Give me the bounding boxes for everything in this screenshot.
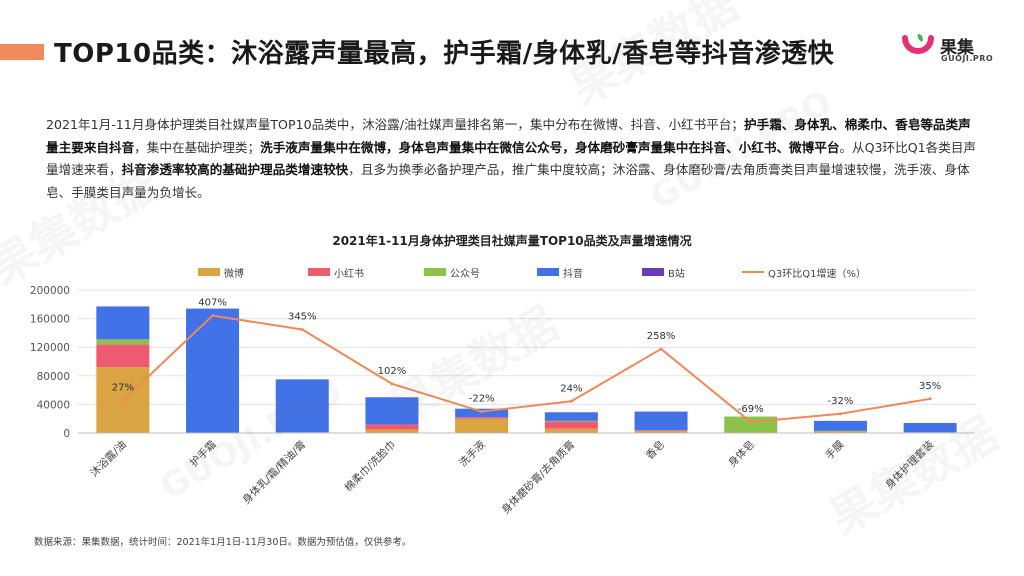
growth-rate-label: 102% xyxy=(378,366,407,377)
summary-paragraph: 2021年1月-11月身体护理类目社媒声量TOP10品类中，沐浴露/油社媒声量排… xyxy=(46,114,982,204)
legend-douyin: 抖音 xyxy=(537,264,583,280)
bar-segment xyxy=(813,430,867,432)
y-tick-label: 0 xyxy=(63,428,70,440)
x-tick-label: 身体乳/霜/精油/膏 xyxy=(240,438,309,507)
x-tick-label: 棉柔巾/洗脸巾 xyxy=(342,438,398,494)
growth-rate-point xyxy=(300,327,304,331)
growth-rate-label: -22% xyxy=(469,394,495,405)
legend-label-bilibili: B站 xyxy=(668,268,685,280)
legend-swatch-weibo xyxy=(198,268,220,276)
legend-bilibili: B站 xyxy=(642,264,685,280)
x-tick-label: 洗手液 xyxy=(456,438,488,470)
stacked-bar-chart: 0 40000 80000 120000 160000 200000 沐浴露/油 护手霜 身体乳… xyxy=(30,285,975,517)
x-tick-label: 手膜 xyxy=(823,438,847,462)
growth-rate-point xyxy=(838,412,842,416)
legend-label-growth-line: Q3环比Q1增速（%） xyxy=(768,268,866,280)
x-tick-label: 护手霜 xyxy=(187,438,218,469)
legend-gongzhonghao: 公众号 xyxy=(424,264,480,280)
summary-bold-1: 护手霜、身体乳、棉柔巾、香皂等品类声量主要来自抖音 xyxy=(46,117,971,155)
bar-segment xyxy=(365,429,419,433)
growth-rate-point xyxy=(659,347,663,351)
bar-segment xyxy=(634,430,688,431)
summary-text-1: 2021年1月-11月身体护理类目社媒声量TOP10品类中，沐浴露/油社媒声量排… xyxy=(46,117,745,132)
legend-swatch-bilibili xyxy=(642,268,664,276)
y-tick-label: 80000 xyxy=(37,371,70,383)
legend-growth-line: Q3环比Q1增速（%） xyxy=(742,264,866,280)
growth-rate-line xyxy=(122,314,931,424)
logo-text: 果集 xyxy=(940,38,974,58)
growth-rate-label: -32% xyxy=(828,396,854,407)
bar-segment xyxy=(455,418,509,433)
bar-segment xyxy=(186,308,240,433)
bar-segment xyxy=(275,379,329,433)
data-source-note: 数据来源：果集数据，统计时间：2021年1月1日-11月30日。数据为预估值，仅… xyxy=(34,537,412,548)
x-tick-label: 身体磨砂膏/去角质膏 xyxy=(499,438,578,517)
growth-rate-point xyxy=(928,397,932,401)
summary-text-2: ，集中在基础护理类； xyxy=(134,139,261,155)
legend-label-xiaohongshu: 小红书 xyxy=(334,268,364,280)
bar-segment xyxy=(455,417,509,419)
growth-rate-point xyxy=(390,382,394,386)
bar-segment xyxy=(724,416,778,433)
legend-swatch-douyin xyxy=(537,268,559,276)
y-tick-label: 200000 xyxy=(30,285,70,297)
bar-segment xyxy=(544,420,598,422)
growth-rate-point xyxy=(121,399,125,403)
legend-label-douyin: 抖音 xyxy=(563,268,583,280)
x-tick-label: 身体皂 xyxy=(725,438,756,469)
y-tick-label: 160000 xyxy=(30,314,70,326)
bar-segment xyxy=(634,411,688,431)
bar-segment xyxy=(96,339,150,345)
growth-rate-label: 258% xyxy=(647,331,676,342)
bar-segment xyxy=(813,431,867,433)
bar-segment xyxy=(634,430,688,433)
bar-segment xyxy=(544,428,598,433)
bar-segment xyxy=(813,420,867,431)
bar-segment xyxy=(365,424,419,430)
brand-logo: 果集 GUOJI.PRO xyxy=(900,30,1010,70)
growth-rate-point xyxy=(211,314,215,318)
legend-xiaohongshu: 小红书 xyxy=(308,264,364,280)
growth-rate-label: 35% xyxy=(919,381,941,392)
summary-text-3: 。从Q3环比Q1各类目声量增速来看， xyxy=(46,139,977,178)
bar-segment xyxy=(903,422,957,433)
bar-segment xyxy=(544,412,598,421)
growth-rate-point xyxy=(480,410,484,414)
chart-legend: 微博 小红书 公众号 抖音 B站 Q3环比Q1增速（%） xyxy=(0,264,1024,280)
growth-rate-label: -69% xyxy=(738,404,764,415)
bar-segment xyxy=(544,421,598,429)
bar-segment xyxy=(96,306,150,340)
legend-weibo: 微博 xyxy=(198,264,244,280)
y-tick-label: 40000 xyxy=(37,399,70,411)
growth-rate-label: 27% xyxy=(112,383,134,394)
legend-swatch-xiaohongshu xyxy=(308,268,330,276)
legend-label-weibo: 微博 xyxy=(224,268,244,280)
x-tick-label: 香皂 xyxy=(643,438,667,462)
x-tick-label: 身体护理套装 xyxy=(883,438,937,492)
legend-swatch-gongzhonghao xyxy=(424,268,446,276)
bar-segment xyxy=(96,344,150,368)
growth-rate-label: 345% xyxy=(288,311,317,322)
legend-swatch-growth-line xyxy=(742,271,764,273)
growth-rate-point xyxy=(749,420,753,424)
chart-title: 2021年1-11月身体护理类目社媒声量TOP10品类及声量增速情况 xyxy=(332,234,692,248)
summary-text-4: ，且多为换季必备护理产品，推广集中度较高；沐浴露、身体磨砂膏/去角质膏类目声量增… xyxy=(46,162,970,200)
legend-label-gongzhonghao: 公众号 xyxy=(450,268,480,280)
guoji-logo-icon xyxy=(902,34,934,54)
growth-rate-point xyxy=(569,399,573,403)
title-accent-bar xyxy=(0,44,44,60)
y-tick-label: 120000 xyxy=(30,342,70,354)
x-tick-label: 沐浴露/油 xyxy=(88,438,129,479)
summary-bold-3: 抖音渗透率较高的基础护理品类增速较快 xyxy=(121,162,349,177)
page-title: TOP10品类：沐浴露声量最高，护手霜/身体乳/香皂等抖音渗透快 xyxy=(54,39,835,69)
bar-segment xyxy=(365,397,419,425)
logo-subtext: GUOJI.PRO xyxy=(941,54,994,63)
summary-bold-2: 洗手液声量集中在微博，身体皂声量集中在微信公众号，身体磨砂膏声量集中在抖音、小红… xyxy=(260,139,840,155)
growth-rate-label: 24% xyxy=(560,383,582,394)
growth-rate-label: 407% xyxy=(198,298,227,309)
